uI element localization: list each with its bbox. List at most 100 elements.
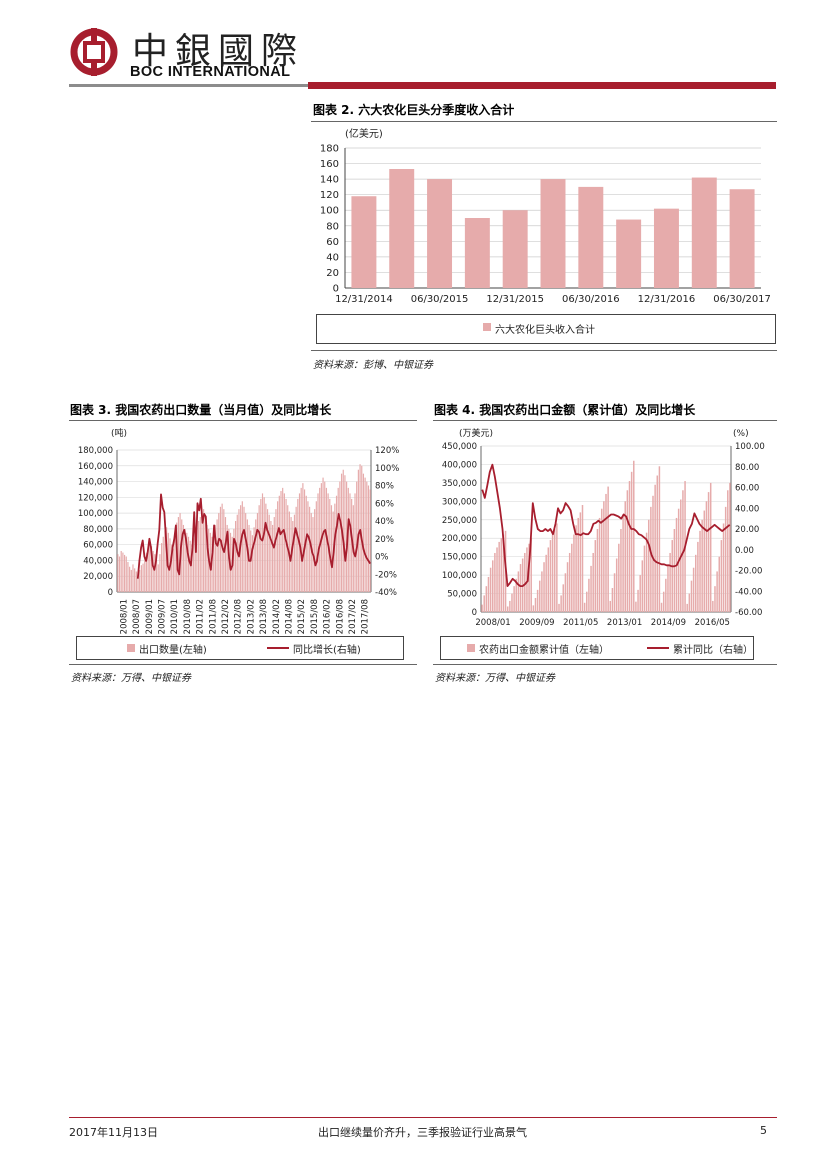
figure2-x-tick: 12/31/2015: [486, 294, 544, 305]
figure4-bar: [699, 530, 701, 612]
figure3-right-tick: 60%: [375, 499, 394, 509]
figure3-bar: [305, 495, 307, 592]
figure3-bar: [319, 487, 321, 592]
figure4-bar: [626, 490, 629, 612]
figure3-bar: [181, 519, 183, 592]
figure3-bar: [157, 564, 159, 592]
figure3-growth-line: [136, 493, 371, 579]
figure4-bar: [665, 578, 667, 612]
footer-title: 出口继续量价齐升，三季报验证行业高景气: [318, 1126, 527, 1139]
figure4-left-tick: 300,000: [442, 497, 477, 507]
figure3-bar: [142, 563, 144, 592]
figure4-bar: [624, 501, 626, 612]
figure3-bar: [150, 546, 153, 592]
figure4-bar: [511, 593, 513, 612]
figure3-right-tick: 100%: [375, 464, 399, 474]
figure4-bar: [727, 490, 729, 612]
figure3-bar: [362, 473, 365, 592]
figure3-bar: [307, 501, 309, 592]
figure4-left-tick: 100,000: [442, 571, 477, 581]
figure4-bar: [628, 481, 631, 612]
figure4-bar: [660, 602, 663, 612]
figure3-bar: [177, 517, 179, 592]
figure3-bar: [155, 560, 158, 592]
figure3-bar: [206, 524, 208, 592]
figure4-left-tick: 150,000: [442, 553, 477, 563]
figure3-bar: [120, 550, 122, 592]
figure3-bar: [339, 481, 341, 592]
figure3-bar: [268, 514, 270, 592]
figure3-x-tick: 2016/08: [335, 599, 345, 634]
figure4-left-tick: 250,000: [442, 516, 477, 526]
figure3-legend: 出口数量(左轴) 同比增长(右轴): [76, 636, 404, 660]
figure4-bar: [718, 556, 720, 612]
figure2-bar: [351, 196, 377, 288]
figure3-bar: [135, 571, 137, 592]
figure3-bar: [261, 493, 264, 592]
figure4-bar: [509, 600, 511, 612]
figure3-bar: [204, 517, 206, 592]
figure3-bar: [293, 514, 296, 592]
figure3-bar: [209, 532, 211, 592]
figure2-y-tick: 120: [320, 190, 339, 201]
figure4-bar: [553, 529, 556, 612]
figure4-bar: [496, 547, 498, 612]
figure2-y-tick: 180: [320, 144, 339, 155]
figure4-bar: [600, 508, 603, 612]
figure2-bar: [691, 177, 717, 288]
figure4-bar: [515, 578, 518, 612]
figure4-bar: [573, 534, 575, 612]
figure4-bar: [658, 466, 661, 612]
figure4-bar: [487, 576, 490, 612]
figure3-bar: [359, 464, 361, 592]
figure3-bar: [184, 528, 186, 592]
figure4-bar: [583, 602, 586, 612]
figure3-bar: [139, 569, 141, 592]
figure4-bar: [620, 529, 622, 612]
figure3-left-tick: 180,000: [78, 446, 113, 456]
figure3-left-tick: 0: [108, 588, 113, 598]
figure3-bar: [132, 564, 134, 592]
figure3-bar: [283, 493, 285, 592]
figure3-bar: [303, 489, 306, 592]
figure3-bar: [226, 524, 228, 592]
figure2-legend-label: 六大农化巨头收入合计: [495, 325, 595, 336]
figure3-bar: [253, 527, 255, 592]
figure4-title: 图表 4. 我国农药出口金额（累计值）及同比增长: [434, 403, 696, 417]
figure3-bar: [187, 536, 190, 592]
figure2-bar: [464, 218, 490, 288]
figure3-bar: [330, 505, 333, 592]
figure3-bar: [196, 524, 198, 592]
figure4-bar: [543, 562, 545, 612]
figure3-bar: [164, 530, 166, 592]
figure4-bar: [701, 519, 703, 612]
figure3-bar: [199, 517, 201, 592]
figure3-bar: [324, 481, 326, 592]
figure3-x-tick: 2011/08: [208, 599, 218, 634]
figure4-bar: [596, 529, 599, 612]
figure3-bar: [147, 548, 149, 592]
figure2-unit-label: (亿美元): [345, 127, 383, 140]
figure3-x-tick: 2016/02: [323, 599, 333, 634]
figure4-bar: [547, 547, 550, 612]
figure4-bar: [724, 506, 727, 612]
figure3-left-tick: 120,000: [78, 493, 113, 503]
figure3-bar: [118, 556, 121, 592]
figure3-x-tick: 2014/08: [284, 599, 294, 634]
figure3-bar: [243, 506, 245, 592]
figure4-right-tick: -60.00: [735, 608, 762, 618]
figure2-x-tick: 12/31/2016: [638, 294, 696, 305]
figure2-bar: [653, 208, 679, 288]
figure4-legend: 农药出口金额累计值（左轴） 累计同比（右轴）: [440, 636, 754, 660]
figure3-bar: [149, 544, 151, 592]
figure3-x-tick: 2009/01: [145, 599, 155, 634]
figure4-bar: [536, 589, 539, 612]
figure3-bar: [130, 569, 132, 592]
header-divider-grey: [69, 84, 308, 87]
figure4-bar: [692, 567, 695, 612]
boc-logo-icon: [70, 28, 118, 76]
figure3-bar: [152, 550, 154, 592]
figure3-x-tick: 2008/01: [119, 599, 129, 634]
figure3-bar: [241, 501, 243, 592]
figure3-bar: [270, 521, 272, 592]
